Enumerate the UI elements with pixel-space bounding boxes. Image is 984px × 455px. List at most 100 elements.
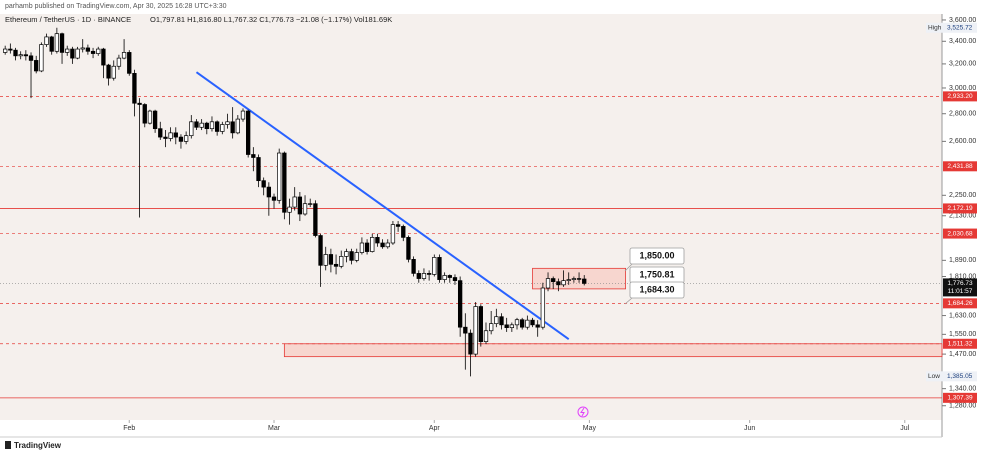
candle-body: [220, 124, 225, 132]
callout-pointer: [624, 297, 633, 305]
candle-body: [509, 324, 515, 329]
candle-body: [173, 132, 178, 138]
candle-body: [530, 319, 535, 326]
candle-body: [147, 110, 153, 124]
flash-icon: [577, 406, 589, 418]
candle-body: [235, 118, 240, 134]
annotation-box: [629, 281, 685, 299]
y-tick-label: 1,630.00: [949, 312, 976, 319]
last-price-label: 1,776.73: [947, 280, 973, 287]
y-tick-label: 2,250.00: [949, 192, 976, 199]
candle-body: [214, 121, 220, 132]
candle-body: [158, 128, 163, 138]
level-label: 1,307.39: [947, 395, 973, 402]
y-tick-label: 1,280.00: [949, 403, 976, 410]
candle-body: [561, 280, 566, 286]
candle-body: [240, 110, 246, 120]
level-label: 2,431.88: [947, 163, 973, 170]
level-label-box: [943, 161, 977, 172]
candle-body: [152, 110, 158, 130]
candle-body: [266, 186, 272, 198]
candle-body: [194, 121, 199, 128]
level-label: 1,684.26: [947, 300, 973, 307]
candle-body: [359, 242, 365, 253]
candle-body: [142, 104, 147, 124]
candle-body: [380, 242, 385, 248]
candle-body: [39, 44, 44, 72]
candle-body: [271, 196, 277, 201]
candle-body: [323, 254, 328, 266]
candle-body: [349, 251, 354, 261]
candle-body: [90, 50, 96, 54]
candle-body: [421, 273, 427, 279]
high-marker-text: High: [928, 24, 942, 31]
y-tick-label: 1,340.00: [949, 385, 976, 392]
candle-body: [514, 319, 520, 326]
candle-body: [416, 273, 421, 279]
icon-bolt: [580, 407, 585, 417]
level-label: 2,172.19: [947, 205, 973, 212]
level-label-box: [943, 203, 977, 214]
candle-body: [96, 48, 101, 54]
candle-body: [49, 36, 54, 52]
candle-body: [473, 306, 478, 355]
candle-body: [163, 136, 168, 139]
zone: [283, 343, 943, 358]
candle-body: [494, 316, 499, 325]
annotation-box: [629, 247, 685, 265]
candle-body: [189, 121, 194, 137]
candle-body: [70, 48, 75, 59]
low-marker-box: [926, 371, 977, 382]
candle-body: [28, 55, 34, 61]
candle-body: [364, 242, 370, 252]
candle-body: [8, 48, 13, 51]
level-label: 2,933.20: [947, 93, 973, 100]
candle-body: [106, 64, 111, 79]
candle-body: [18, 54, 23, 57]
candle-body: [411, 259, 416, 274]
y-tick-label: 2,130.00: [949, 213, 976, 220]
candle-body: [571, 278, 577, 280]
candle-body: [333, 263, 339, 267]
candle-body: [178, 136, 184, 142]
x-tick-label: May: [583, 425, 597, 432]
y-tick-label: 3,000.00: [949, 85, 976, 92]
candle-body: [442, 275, 447, 280]
candle-body: [230, 121, 235, 134]
candle-body: [111, 65, 116, 79]
candle-body: [452, 277, 458, 281]
candle-body: [251, 154, 256, 158]
candle-body: [437, 257, 442, 280]
candle-body: [457, 280, 463, 328]
candle-body: [432, 257, 437, 275]
candle-body: [137, 102, 142, 105]
candle-body: [121, 52, 127, 59]
low-marker-label: 1,385.05: [947, 373, 973, 380]
candle-body: [354, 252, 359, 261]
x-tick-label: Jul: [900, 425, 909, 432]
candle-body: [463, 326, 468, 334]
header: parhamb published on TradingView.com, Ap…: [5, 3, 227, 10]
level-label-box: [943, 338, 977, 349]
candle-body: [282, 152, 287, 213]
candle-body: [277, 152, 282, 201]
candle-body: [127, 52, 132, 74]
candle-body: [23, 54, 29, 57]
annotation-label: 1,750.81: [639, 269, 674, 279]
y-tick-label: 2,600.00: [949, 138, 976, 145]
icon-circle: [577, 406, 589, 418]
candle-body: [499, 316, 504, 326]
candle-body: [297, 196, 303, 215]
candle-body: [576, 278, 582, 280]
candle-body: [375, 237, 380, 244]
footer: TradingView: [14, 441, 62, 450]
candle-body: [13, 49, 18, 57]
y-tick-label: 3,600.00: [949, 17, 976, 24]
candle-body: [582, 278, 587, 284]
level-label: 1,511.32: [948, 340, 973, 347]
candle-body: [406, 237, 411, 260]
candle-body: [116, 57, 122, 67]
level-label-box: [943, 392, 977, 403]
candle-body: [540, 287, 546, 328]
candle-body: [75, 48, 80, 59]
